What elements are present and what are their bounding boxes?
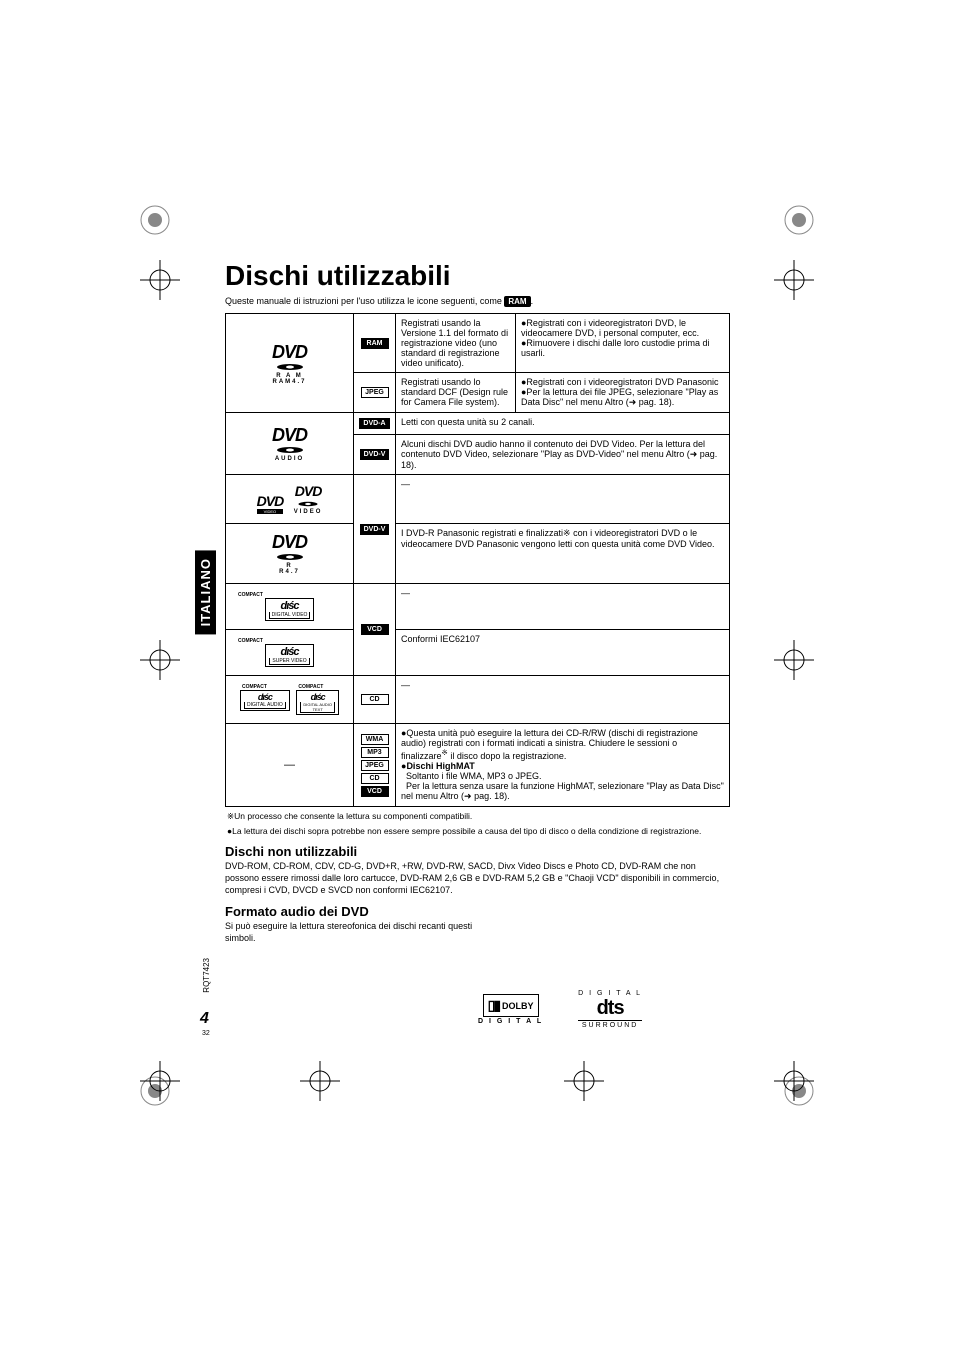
crosshair	[300, 1061, 340, 1101]
audio-logos: ▯▮DOLBY D I G I T A L D I G I T A L dts …	[478, 990, 642, 1029]
desc-full: Alcuni dischi DVD audio hanno il contenu…	[396, 435, 730, 475]
badge-mp3: MP3	[361, 747, 389, 758]
main-content: Dischi utilizzabili Queste manuale di is…	[225, 260, 730, 945]
badge-dvdv: DVD-V	[360, 449, 390, 460]
notes: ●Registrati con i videoregistratori DVD,…	[516, 314, 730, 373]
badge-dvda: DVD-A	[359, 418, 389, 429]
badge-jpeg: JPEG	[361, 387, 389, 398]
badge-cd: CD	[361, 694, 389, 705]
badge-cell: DVD-A	[354, 413, 396, 435]
dolby-logo: ▯▮DOLBY D I G I T A L	[478, 994, 543, 1025]
crosshair	[774, 260, 814, 300]
ram-badge-icon: RAM	[504, 296, 530, 307]
logo-dvd-ram: DVD R A M RAM4.7	[226, 314, 354, 413]
badge-ram: RAM	[361, 338, 389, 349]
crosshair	[774, 640, 814, 680]
desc-full: —	[396, 676, 730, 724]
logo-vcd: COMPACT dıścDIGITAL VIDEO	[226, 584, 354, 630]
dts-top: D I G I T A L	[578, 990, 642, 997]
desc-full: —	[396, 584, 730, 630]
desc-full: Letti con questa unità su 2 canali.	[396, 413, 730, 435]
dts-sub: SURROUND	[578, 1020, 642, 1029]
badge-vcd: VCD	[361, 624, 389, 635]
page-number: 4	[200, 1010, 209, 1028]
dolby-text: DOLBY	[502, 1001, 534, 1011]
desc-full: ●Questa unità può eseguire la lettura de…	[396, 724, 730, 807]
logo-dvd-r: DVD R R4.7	[226, 524, 354, 584]
badge-cell: WMA MP3 JPEG CD VCD	[354, 724, 396, 807]
desc-full: Conformi IEC62107	[396, 630, 730, 676]
logo-dvd-video: DVD VIDEO DVD VIDEO	[226, 475, 354, 524]
page-sub: 32	[202, 1030, 210, 1037]
crosshair	[564, 1061, 604, 1101]
reg-mark	[779, 200, 819, 240]
footnote-2: ●La lettura dei dischi sopra potrebbe no…	[225, 826, 730, 836]
logo-svcd: COMPACT dıścSUPER VIDEO	[226, 630, 354, 676]
desc: Registrati usando lo standard DCF (Desig…	[396, 373, 516, 413]
section3-body: Si può eseguire la lettura stereofonica …	[225, 921, 475, 944]
dts-logo: D I G I T A L dts SURROUND	[578, 990, 642, 1029]
crosshair	[140, 1061, 180, 1101]
page-title: Dischi utilizzabili	[225, 260, 730, 292]
badge-vcd2: VCD	[361, 786, 389, 797]
disc-table: DVD R A M RAM4.7 RAM Registrati usando l…	[225, 313, 730, 807]
badge-cell: VCD	[354, 584, 396, 676]
section2-body: DVD-ROM, CD-ROM, CDV, CD-G, DVD+R, +RW, …	[225, 861, 730, 896]
crosshair	[774, 1061, 814, 1101]
logo-cd: COMPACT dıścDIGITAL AUDIO COMPACT dıścDI…	[226, 676, 354, 724]
notes: ●Registrati con i videoregistratori DVD …	[516, 373, 730, 413]
badge-wma: WMA	[361, 734, 389, 745]
badge-cell: JPEG	[354, 373, 396, 413]
dolby-sub: D I G I T A L	[478, 1018, 543, 1025]
section3-title: Formato audio dei DVD	[225, 904, 730, 919]
badge-cell: DVD-V	[354, 435, 396, 475]
badge-cd2: CD	[361, 773, 389, 784]
badge-jpeg2: JPEG	[361, 760, 389, 771]
desc-full: —	[396, 475, 730, 524]
crosshair	[140, 640, 180, 680]
subtitle-text: Queste manuale di istruzioni per l'uso u…	[225, 296, 504, 306]
badge-cell: CD	[354, 676, 396, 724]
reg-mark	[135, 200, 175, 240]
logo-dash: —	[226, 724, 354, 807]
badge-dvdv2: DVD-V	[360, 524, 390, 535]
dts-text: dts	[578, 997, 642, 1020]
footnote-1: ※Un processo che consente la lettura su …	[225, 811, 730, 822]
highmat-label: Dischi HighMAT	[406, 761, 474, 771]
badge-cell: RAM	[354, 314, 396, 373]
desc: Registrati usando la Versione 1.1 del fo…	[396, 314, 516, 373]
language-tab: ITALIANO	[195, 550, 216, 634]
desc-full: I DVD-R Panasonic registrati e finalizza…	[396, 524, 730, 584]
section2-title: Dischi non utilizzabili	[225, 844, 730, 859]
crosshair	[140, 260, 180, 300]
badge-cell: DVD-V	[354, 475, 396, 584]
logo-dvd-audio: DVD AUDIO	[226, 413, 354, 475]
doc-code: RQT7423	[202, 958, 211, 993]
subtitle: Queste manuale di istruzioni per l'uso u…	[225, 296, 730, 307]
